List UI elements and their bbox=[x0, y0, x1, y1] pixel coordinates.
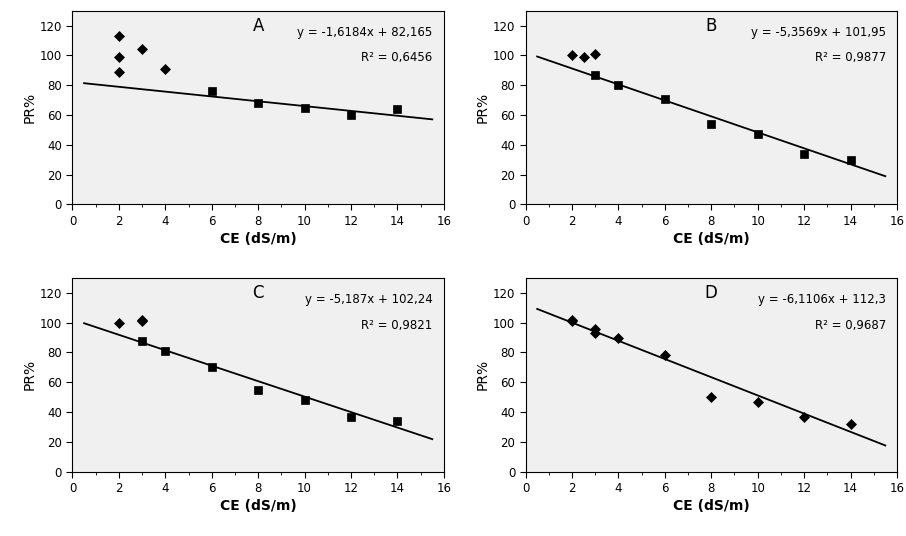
Text: R² = 0,6456: R² = 0,6456 bbox=[361, 51, 433, 64]
Text: D: D bbox=[705, 284, 718, 302]
Text: y = -5,3569x + 101,95: y = -5,3569x + 101,95 bbox=[751, 26, 886, 39]
Text: R² = 0,9877: R² = 0,9877 bbox=[814, 51, 886, 64]
Text: y = -6,1106x + 112,3: y = -6,1106x + 112,3 bbox=[758, 294, 886, 307]
Text: A: A bbox=[253, 17, 264, 34]
Text: B: B bbox=[706, 17, 717, 34]
Y-axis label: PR%: PR% bbox=[476, 92, 490, 123]
Text: y = -5,187x + 102,24: y = -5,187x + 102,24 bbox=[305, 294, 433, 307]
X-axis label: CE (dS/m): CE (dS/m) bbox=[220, 499, 296, 513]
X-axis label: CE (dS/m): CE (dS/m) bbox=[673, 232, 749, 246]
X-axis label: CE (dS/m): CE (dS/m) bbox=[220, 232, 296, 246]
X-axis label: CE (dS/m): CE (dS/m) bbox=[673, 499, 749, 513]
Text: R² = 0,9687: R² = 0,9687 bbox=[814, 319, 886, 332]
Text: R² = 0,9821: R² = 0,9821 bbox=[361, 319, 433, 332]
Y-axis label: PR%: PR% bbox=[23, 92, 37, 123]
Text: y = -1,6184x + 82,165: y = -1,6184x + 82,165 bbox=[297, 26, 433, 39]
Y-axis label: PR%: PR% bbox=[476, 359, 490, 390]
Text: C: C bbox=[253, 284, 264, 302]
Y-axis label: PR%: PR% bbox=[23, 359, 37, 390]
